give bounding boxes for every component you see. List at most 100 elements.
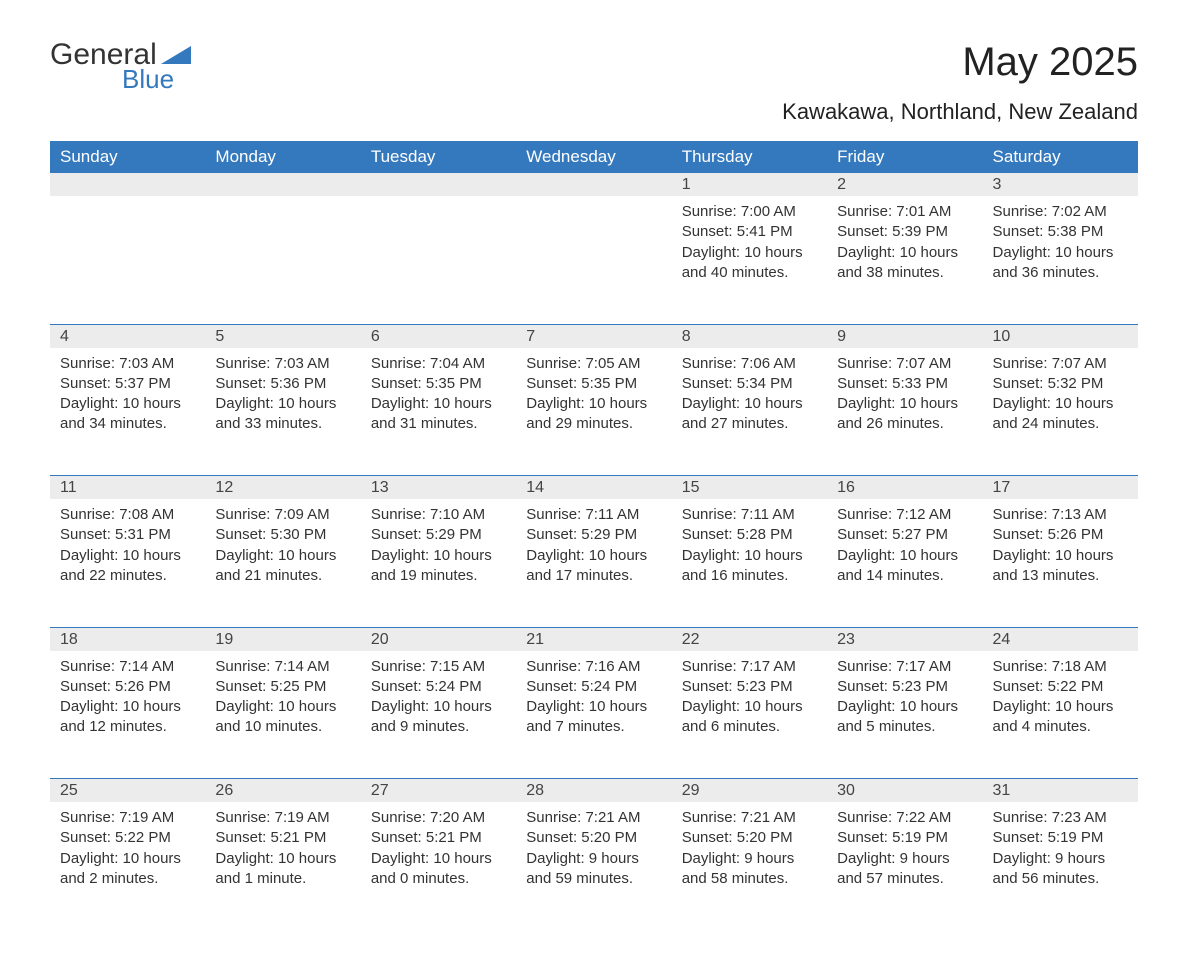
sunrise-line: Sunrise: 7:07 AM (993, 354, 1128, 374)
sunrise-line: Sunrise: 7:03 AM (60, 354, 195, 374)
daynum-row: 45678910 (50, 324, 1138, 348)
day-number-cell (205, 173, 360, 196)
sunset-line: Sunset: 5:24 PM (371, 677, 506, 697)
sunset-line: Sunset: 5:20 PM (526, 828, 661, 848)
day-content-cell: Sunrise: 7:10 AMSunset: 5:29 PMDaylight:… (361, 499, 516, 627)
day-number: 27 (371, 782, 389, 799)
day-number: 7 (526, 328, 535, 345)
daylight-line: Daylight: 10 hours and 36 minutes. (993, 243, 1128, 284)
day-number-cell (361, 173, 516, 196)
day-number: 25 (60, 782, 78, 799)
day-number-cell: 3 (983, 173, 1138, 196)
sunset-line: Sunset: 5:25 PM (215, 677, 350, 697)
day-number: 8 (682, 328, 691, 345)
daylight-line: Daylight: 10 hours and 10 minutes. (215, 697, 350, 738)
day-number: 14 (526, 479, 544, 496)
sunrise-line: Sunrise: 7:14 AM (215, 657, 350, 677)
day-content-cell: Sunrise: 7:04 AMSunset: 5:35 PMDaylight:… (361, 348, 516, 476)
sunrise-line: Sunrise: 7:17 AM (837, 657, 972, 677)
day-number: 29 (682, 782, 700, 799)
daylight-line: Daylight: 10 hours and 27 minutes. (682, 394, 817, 435)
day-content-cell: Sunrise: 7:03 AMSunset: 5:37 PMDaylight:… (50, 348, 205, 476)
day-number: 5 (215, 328, 224, 345)
day-number-cell: 17 (983, 476, 1138, 500)
daylight-line: Daylight: 10 hours and 12 minutes. (60, 697, 195, 738)
sunset-line: Sunset: 5:19 PM (837, 828, 972, 848)
day-number: 3 (993, 176, 1002, 193)
daylight-line: Daylight: 10 hours and 14 minutes. (837, 546, 972, 587)
day-content-cell: Sunrise: 7:20 AMSunset: 5:21 PMDaylight:… (361, 802, 516, 930)
day-content-cell: Sunrise: 7:17 AMSunset: 5:23 PMDaylight:… (672, 651, 827, 779)
day-number-cell: 8 (672, 324, 827, 348)
sunset-line: Sunset: 5:29 PM (526, 525, 661, 545)
sunset-line: Sunset: 5:19 PM (993, 828, 1128, 848)
weekday-header: Monday (205, 141, 360, 173)
sunset-line: Sunset: 5:39 PM (837, 222, 972, 242)
sunrise-line: Sunrise: 7:09 AM (215, 505, 350, 525)
day-number: 19 (215, 631, 233, 648)
day-content-cell: Sunrise: 7:23 AMSunset: 5:19 PMDaylight:… (983, 802, 1138, 930)
day-content-cell: Sunrise: 7:08 AMSunset: 5:31 PMDaylight:… (50, 499, 205, 627)
day-number-cell: 29 (672, 779, 827, 803)
day-number-cell: 10 (983, 324, 1138, 348)
sunrise-line: Sunrise: 7:00 AM (682, 202, 817, 222)
day-content-cell (516, 196, 671, 324)
day-content-cell: Sunrise: 7:12 AMSunset: 5:27 PMDaylight:… (827, 499, 982, 627)
day-number-cell: 6 (361, 324, 516, 348)
day-content-cell (361, 196, 516, 324)
day-content-cell: Sunrise: 7:22 AMSunset: 5:19 PMDaylight:… (827, 802, 982, 930)
sunset-line: Sunset: 5:21 PM (215, 828, 350, 848)
daylight-line: Daylight: 10 hours and 40 minutes. (682, 243, 817, 284)
day-content-cell: Sunrise: 7:03 AMSunset: 5:36 PMDaylight:… (205, 348, 360, 476)
sunset-line: Sunset: 5:30 PM (215, 525, 350, 545)
sunset-line: Sunset: 5:22 PM (60, 828, 195, 848)
content-row: Sunrise: 7:00 AMSunset: 5:41 PMDaylight:… (50, 196, 1138, 324)
day-number-cell (516, 173, 671, 196)
sunrise-line: Sunrise: 7:13 AM (993, 505, 1128, 525)
day-number-cell: 30 (827, 779, 982, 803)
day-content-cell (205, 196, 360, 324)
day-number-cell: 24 (983, 627, 1138, 651)
day-content-cell: Sunrise: 7:00 AMSunset: 5:41 PMDaylight:… (672, 196, 827, 324)
day-number: 6 (371, 328, 380, 345)
day-number-cell: 9 (827, 324, 982, 348)
day-number-cell: 16 (827, 476, 982, 500)
sunset-line: Sunset: 5:22 PM (993, 677, 1128, 697)
sunrise-line: Sunrise: 7:18 AM (993, 657, 1128, 677)
sunset-line: Sunset: 5:23 PM (837, 677, 972, 697)
day-content-cell: Sunrise: 7:07 AMSunset: 5:32 PMDaylight:… (983, 348, 1138, 476)
day-number-cell: 21 (516, 627, 671, 651)
day-number-cell: 12 (205, 476, 360, 500)
daylight-line: Daylight: 10 hours and 16 minutes. (682, 546, 817, 587)
daylight-line: Daylight: 10 hours and 34 minutes. (60, 394, 195, 435)
sunset-line: Sunset: 5:31 PM (60, 525, 195, 545)
daylight-line: Daylight: 9 hours and 57 minutes. (837, 849, 972, 890)
daylight-line: Daylight: 10 hours and 2 minutes. (60, 849, 195, 890)
day-content-cell: Sunrise: 7:05 AMSunset: 5:35 PMDaylight:… (516, 348, 671, 476)
sunset-line: Sunset: 5:35 PM (371, 374, 506, 394)
day-content-cell: Sunrise: 7:07 AMSunset: 5:33 PMDaylight:… (827, 348, 982, 476)
sunrise-line: Sunrise: 7:19 AM (60, 808, 195, 828)
sunrise-line: Sunrise: 7:04 AM (371, 354, 506, 374)
daylight-line: Daylight: 10 hours and 19 minutes. (371, 546, 506, 587)
day-number: 28 (526, 782, 544, 799)
day-content-cell: Sunrise: 7:15 AMSunset: 5:24 PMDaylight:… (361, 651, 516, 779)
sunset-line: Sunset: 5:38 PM (993, 222, 1128, 242)
daylight-line: Daylight: 10 hours and 38 minutes. (837, 243, 972, 284)
day-content-cell: Sunrise: 7:13 AMSunset: 5:26 PMDaylight:… (983, 499, 1138, 627)
weekday-header: Wednesday (516, 141, 671, 173)
day-number-cell: 28 (516, 779, 671, 803)
day-number-cell: 15 (672, 476, 827, 500)
sunset-line: Sunset: 5:35 PM (526, 374, 661, 394)
daylight-line: Daylight: 10 hours and 1 minute. (215, 849, 350, 890)
day-content-cell: Sunrise: 7:19 AMSunset: 5:21 PMDaylight:… (205, 802, 360, 930)
daylight-line: Daylight: 10 hours and 17 minutes. (526, 546, 661, 587)
day-number-cell: 18 (50, 627, 205, 651)
day-content-cell: Sunrise: 7:18 AMSunset: 5:22 PMDaylight:… (983, 651, 1138, 779)
weekday-header: Tuesday (361, 141, 516, 173)
day-number: 21 (526, 631, 544, 648)
daylight-line: Daylight: 10 hours and 13 minutes. (993, 546, 1128, 587)
sunrise-line: Sunrise: 7:21 AM (682, 808, 817, 828)
sunrise-line: Sunrise: 7:05 AM (526, 354, 661, 374)
header: General Blue May 2025 Kawakawa, Northlan… (50, 40, 1138, 135)
